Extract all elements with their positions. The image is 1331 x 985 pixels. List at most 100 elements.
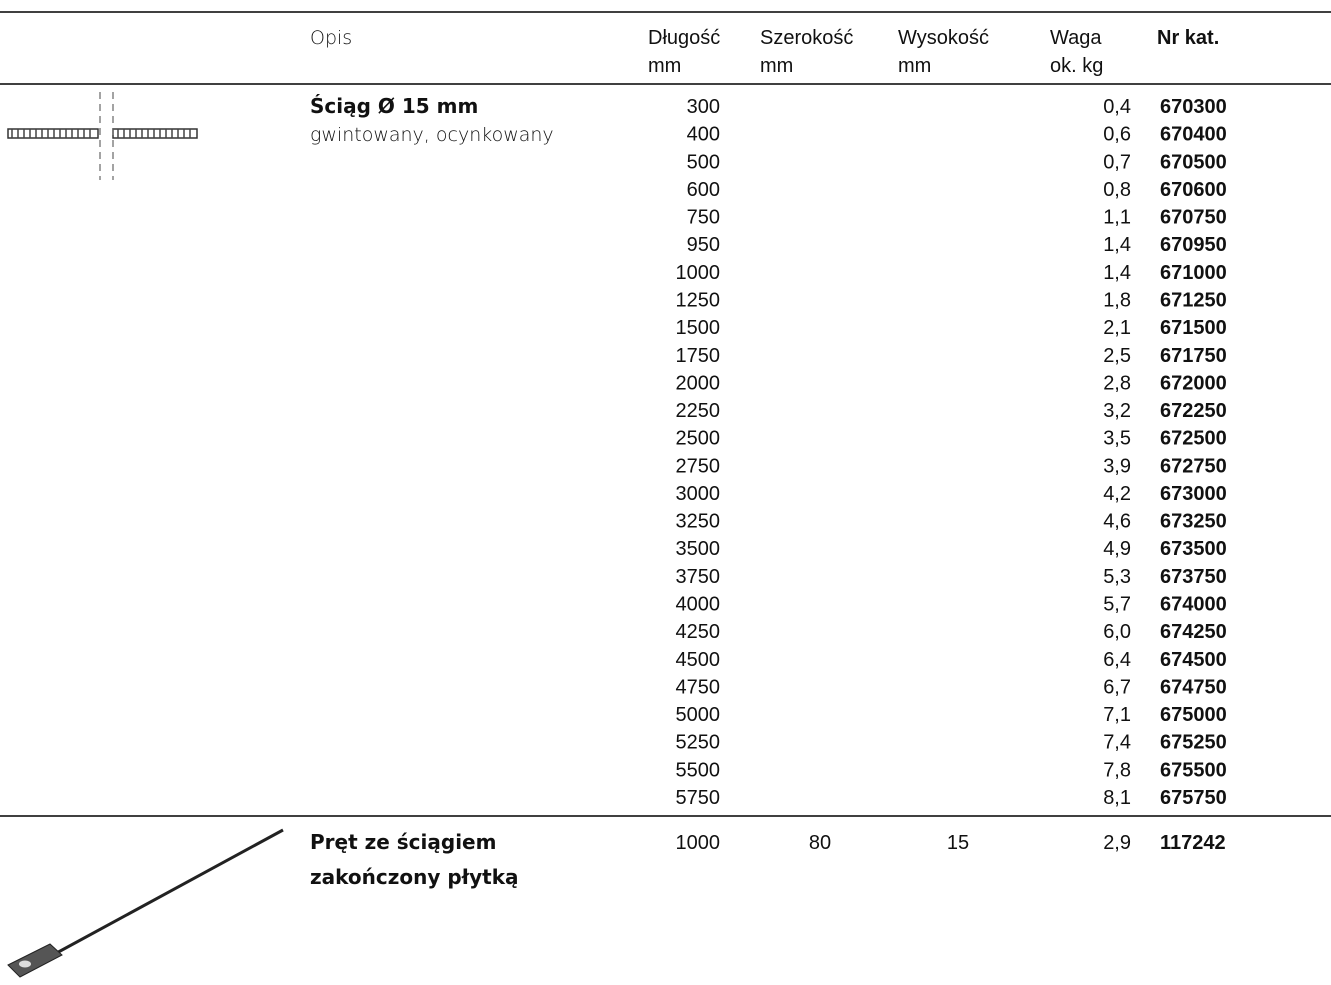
cell-code: 673750: [1160, 566, 1227, 588]
cell-weight: 3,9: [1103, 455, 1131, 477]
cell-weight: 3,2: [1103, 400, 1131, 422]
cell-width: 80: [809, 832, 831, 854]
cell-length: 3500: [676, 538, 721, 560]
cell-code: 670500: [1160, 151, 1227, 173]
cell-length: 5250: [676, 732, 721, 754]
cell-weight: 2,8: [1103, 372, 1131, 394]
cell-code: 670400: [1160, 124, 1227, 146]
cell-length: 3750: [676, 566, 721, 588]
product-name: zakończony płytką: [310, 865, 519, 889]
cell-code: 672750: [1160, 455, 1227, 477]
cell-code: 670950: [1160, 234, 1227, 256]
cell-length: 3250: [676, 511, 721, 533]
column-header: Waga: [1050, 27, 1102, 49]
cell-code: 672250: [1160, 400, 1227, 422]
cell-length: 2500: [676, 428, 721, 450]
cell-weight: 1,4: [1103, 234, 1131, 256]
cell-length: 3000: [676, 483, 721, 505]
product-name: Ściąg Ø 15 mm: [310, 94, 478, 118]
cell-code: 671000: [1160, 262, 1227, 284]
cell-weight: 0,4: [1103, 96, 1131, 118]
cell-length: 2000: [676, 372, 721, 394]
cell-length: 4250: [676, 621, 721, 643]
column-header: Opis: [310, 27, 352, 49]
cell-length: 1000: [676, 262, 721, 284]
cell-length: 600: [687, 179, 720, 201]
product-name: Pręt ze ściągiem: [310, 830, 496, 854]
cell-weight: 5,3: [1103, 566, 1131, 588]
product-description: gwintowany, ocynkowany: [310, 124, 554, 146]
cell-code: 674000: [1160, 594, 1227, 616]
cell-code: 675250: [1160, 732, 1227, 754]
cell-length: 2250: [676, 400, 721, 422]
cell-code: 675750: [1160, 787, 1227, 809]
cell-height: 15: [947, 832, 969, 854]
cell-length: 300: [687, 96, 720, 118]
cell-weight: 0,8: [1103, 179, 1131, 201]
tie-rod-image: [7, 92, 198, 180]
cell-weight: 7,4: [1103, 732, 1131, 754]
cell-weight: 0,7: [1103, 151, 1131, 173]
cell-code: 672500: [1160, 428, 1227, 450]
column-header: mm: [760, 55, 793, 77]
cell-length: 5500: [676, 759, 721, 781]
cell-weight: 7,8: [1103, 759, 1131, 781]
column-header: mm: [898, 55, 931, 77]
cell-weight: 8,1: [1103, 787, 1131, 809]
cell-weight: 6,4: [1103, 649, 1131, 671]
cell-code: 674500: [1160, 649, 1227, 671]
cell-weight: 3,5: [1103, 428, 1131, 450]
cell-code: 117242: [1160, 832, 1226, 854]
cell-code: 671250: [1160, 289, 1227, 311]
cell-length: 1500: [676, 317, 721, 339]
column-header: Długość: [648, 27, 720, 49]
cell-weight: 2,9: [1103, 832, 1131, 854]
cell-length: 2750: [676, 455, 721, 477]
cell-code: 675500: [1160, 759, 1227, 781]
cell-weight: 0,6: [1103, 124, 1131, 146]
cell-weight: 1,8: [1103, 289, 1131, 311]
column-header: Szerokość: [760, 27, 853, 49]
cell-weight: 6,7: [1103, 676, 1131, 698]
cell-weight: 7,1: [1103, 704, 1131, 726]
cell-length: 1750: [676, 345, 721, 367]
column-header: Nr kat.: [1157, 27, 1219, 49]
cell-length: 4000: [676, 594, 721, 616]
cell-weight: 4,6: [1103, 511, 1131, 533]
cell-length: 1250: [676, 289, 721, 311]
cell-code: 670600: [1160, 179, 1227, 201]
cell-code: 673250: [1160, 511, 1227, 533]
cell-weight: 5,7: [1103, 594, 1131, 616]
cell-code: 675000: [1160, 704, 1227, 726]
cell-code: 673000: [1160, 483, 1227, 505]
cell-code: 674750: [1160, 676, 1227, 698]
cell-length: 4500: [676, 649, 721, 671]
column-header: Wysokość: [898, 27, 989, 49]
cell-weight: 4,9: [1103, 538, 1131, 560]
cell-weight: 6,0: [1103, 621, 1131, 643]
column-header: ok. kg: [1050, 55, 1103, 77]
cell-code: 670300: [1160, 96, 1227, 118]
cell-length: 950: [687, 234, 720, 256]
cell-weight: 1,4: [1103, 262, 1131, 284]
cell-code: 672000: [1160, 372, 1227, 394]
cell-code: 671750: [1160, 345, 1227, 367]
cell-code: 674250: [1160, 621, 1227, 643]
cell-length: 5000: [676, 704, 721, 726]
cell-length: 500: [687, 151, 720, 173]
cell-code: 670750: [1160, 207, 1227, 229]
cell-weight: 1,1: [1103, 207, 1131, 229]
cell-code: 671500: [1160, 317, 1227, 339]
cell-weight: 2,1: [1103, 317, 1131, 339]
cell-length: 4750: [676, 676, 721, 698]
cell-length: 1000: [676, 832, 721, 854]
cell-weight: 2,5: [1103, 345, 1131, 367]
cell-weight: 4,2: [1103, 483, 1131, 505]
rod-plate-image: [7, 828, 284, 978]
cell-length: 750: [687, 207, 720, 229]
column-header: mm: [648, 55, 681, 77]
cell-length: 5750: [676, 787, 721, 809]
cell-code: 673500: [1160, 538, 1227, 560]
